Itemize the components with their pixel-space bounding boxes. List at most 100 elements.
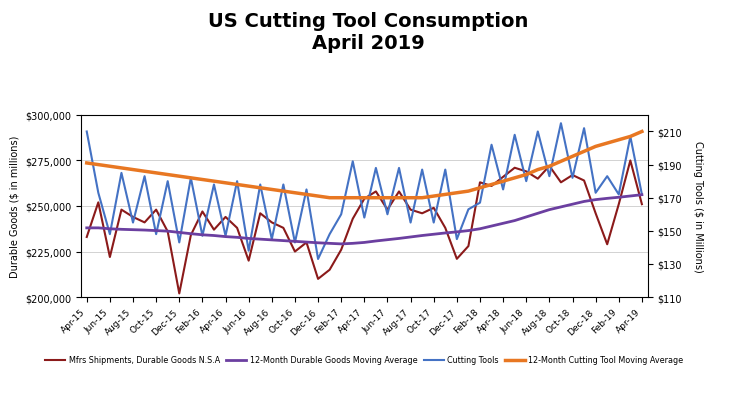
12-Month Cutting Tool Moving Average [556, 159, 565, 164]
12-Month Durable Goods Moving Average [175, 230, 184, 235]
Mfrs Shipments, Durable Goods N.S.A [534, 177, 542, 182]
Mfrs Shipments, Durable Goods N.S.A [267, 221, 276, 225]
Mfrs Shipments, Durable Goods N.S.A [256, 211, 265, 216]
Mfrs Shipments, Durable Goods N.S.A [221, 215, 230, 220]
Mfrs Shipments, Durable Goods N.S.A [499, 175, 508, 180]
12-Month Cutting Tool Moving Average [475, 186, 484, 191]
Cutting Tools [360, 216, 369, 221]
12-Month Durable Goods Moving Average [487, 224, 496, 229]
12-Month Cutting Tool Moving Average [117, 166, 126, 171]
Mfrs Shipments, Durable Goods N.S.A [279, 226, 288, 231]
12-Month Cutting Tool Moving Average [510, 176, 519, 181]
12-Month Durable Goods Moving Average [117, 227, 126, 232]
Line: Cutting Tools: Cutting Tools [87, 124, 642, 259]
Mfrs Shipments, Durable Goods N.S.A [210, 228, 219, 233]
12-Month Cutting Tool Moving Average [534, 168, 542, 173]
12-Month Durable Goods Moving Average [314, 241, 322, 246]
Mfrs Shipments, Durable Goods N.S.A [545, 164, 553, 169]
Cutting Tools [256, 183, 265, 188]
Mfrs Shipments, Durable Goods N.S.A [637, 202, 646, 207]
Cutting Tools [394, 166, 403, 171]
12-Month Durable Goods Moving Average [279, 239, 288, 244]
12-Month Durable Goods Moving Average [337, 242, 346, 247]
Cutting Tools [603, 174, 612, 179]
Cutting Tools [580, 126, 589, 131]
12-Month Cutting Tool Moving Average [105, 164, 114, 169]
Cutting Tools [140, 174, 149, 179]
Cutting Tools [279, 183, 288, 188]
12-Month Durable Goods Moving Average [394, 236, 403, 241]
Cutting Tools [152, 232, 160, 237]
12-Month Durable Goods Moving Average [453, 230, 461, 235]
12-Month Cutting Tool Moving Average [591, 145, 600, 150]
12-Month Durable Goods Moving Average [267, 238, 276, 243]
Cutting Tools [475, 201, 484, 206]
Mfrs Shipments, Durable Goods N.S.A [233, 226, 241, 231]
Y-axis label: Cutting Tools ($ in Millions): Cutting Tools ($ in Millions) [693, 141, 703, 272]
Line: 12-Month Cutting Tool Moving Average: 12-Month Cutting Tool Moving Average [87, 132, 642, 198]
Text: US Cutting Tool Consumption
April 2019: US Cutting Tool Consumption April 2019 [208, 12, 528, 53]
12-Month Durable Goods Moving Average [464, 228, 473, 233]
Mfrs Shipments, Durable Goods N.S.A [406, 208, 415, 213]
12-Month Cutting Tool Moving Average [325, 196, 334, 201]
Mfrs Shipments, Durable Goods N.S.A [105, 255, 114, 260]
Cutting Tools [591, 191, 600, 196]
Mfrs Shipments, Durable Goods N.S.A [383, 208, 392, 213]
Mfrs Shipments, Durable Goods N.S.A [591, 211, 600, 216]
Mfrs Shipments, Durable Goods N.S.A [360, 197, 369, 202]
12-Month Cutting Tool Moving Average [406, 196, 415, 201]
12-Month Durable Goods Moving Average [580, 199, 589, 204]
12-Month Cutting Tool Moving Average [429, 194, 438, 199]
12-Month Cutting Tool Moving Average [337, 196, 346, 201]
Cutting Tools [487, 143, 496, 148]
Cutting Tools [441, 168, 450, 173]
12-Month Durable Goods Moving Average [348, 241, 357, 246]
12-Month Durable Goods Moving Average [603, 197, 612, 202]
Mfrs Shipments, Durable Goods N.S.A [615, 202, 623, 207]
Line: 12-Month Durable Goods Moving Average: 12-Month Durable Goods Moving Average [87, 195, 642, 244]
12-Month Cutting Tool Moving Average [568, 154, 577, 159]
Mfrs Shipments, Durable Goods N.S.A [626, 159, 634, 164]
Mfrs Shipments, Durable Goods N.S.A [314, 277, 322, 282]
Cutting Tools [129, 221, 138, 225]
12-Month Cutting Tool Moving Average [94, 163, 103, 168]
Mfrs Shipments, Durable Goods N.S.A [580, 178, 589, 183]
Cutting Tools [302, 188, 311, 192]
Cutting Tools [267, 237, 276, 242]
12-Month Cutting Tool Moving Average [487, 183, 496, 188]
Mfrs Shipments, Durable Goods N.S.A [140, 221, 149, 225]
Legend: Mfrs Shipments, Durable Goods N.S.A, 12-Month Durable Goods Moving Average, Cutt: Mfrs Shipments, Durable Goods N.S.A, 12-… [42, 352, 687, 368]
Cutting Tools [429, 221, 438, 225]
12-Month Durable Goods Moving Average [291, 239, 300, 244]
12-Month Durable Goods Moving Average [244, 236, 253, 241]
12-Month Durable Goods Moving Average [418, 233, 427, 238]
12-Month Cutting Tool Moving Average [637, 130, 646, 135]
12-Month Cutting Tool Moving Average [233, 183, 241, 188]
12-Month Durable Goods Moving Average [302, 240, 311, 245]
12-Month Cutting Tool Moving Average [348, 196, 357, 201]
Mfrs Shipments, Durable Goods N.S.A [163, 230, 172, 235]
Mfrs Shipments, Durable Goods N.S.A [244, 259, 253, 263]
Mfrs Shipments, Durable Goods N.S.A [94, 200, 103, 205]
Cutting Tools [522, 179, 531, 184]
Cutting Tools [499, 188, 508, 192]
Cutting Tools [406, 221, 415, 225]
Cutting Tools [568, 176, 577, 181]
12-Month Durable Goods Moving Average [522, 215, 531, 220]
Cutting Tools [453, 237, 461, 242]
12-Month Cutting Tool Moving Average [626, 135, 634, 140]
12-Month Cutting Tool Moving Average [441, 192, 450, 197]
Mfrs Shipments, Durable Goods N.S.A [348, 217, 357, 222]
12-Month Cutting Tool Moving Average [418, 196, 427, 201]
Cutting Tools [464, 207, 473, 212]
12-Month Cutting Tool Moving Average [615, 138, 623, 143]
12-Month Cutting Tool Moving Average [302, 192, 311, 197]
Mfrs Shipments, Durable Goods N.S.A [429, 206, 438, 211]
12-Month Durable Goods Moving Average [499, 221, 508, 226]
12-Month Cutting Tool Moving Average [256, 186, 265, 191]
Cutting Tools [615, 192, 623, 197]
12-Month Cutting Tool Moving Average [175, 174, 184, 179]
12-Month Cutting Tool Moving Average [453, 191, 461, 196]
12-Month Durable Goods Moving Average [372, 239, 381, 244]
Cutting Tools [175, 240, 184, 245]
